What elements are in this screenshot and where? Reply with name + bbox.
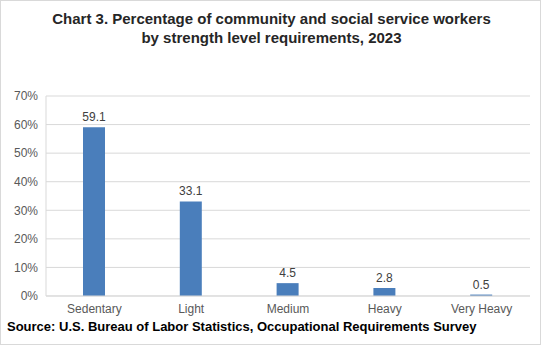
svg-text:60%: 60% xyxy=(14,118,38,132)
svg-text:50%: 50% xyxy=(14,146,38,160)
html-text:Chart 3. Percentage of communi: Chart 3. Percentage of community and soc… xyxy=(52,10,491,27)
html-text:by strength level requirements: by strength level requirements, 2023 xyxy=(141,29,402,46)
svg-text:Very Heavy: Very Heavy xyxy=(451,302,512,316)
svg-text:Heavy: Heavy xyxy=(368,302,402,316)
svg-text:Light: Light xyxy=(178,302,205,316)
svg-text:70%: 70% xyxy=(14,89,38,103)
svg-text:59.1: 59.1 xyxy=(82,110,106,124)
svg-text:0.5: 0.5 xyxy=(473,278,490,292)
svg-text:20%: 20% xyxy=(14,232,38,246)
svg-text:33.1: 33.1 xyxy=(179,184,203,198)
svg-text:4.5: 4.5 xyxy=(279,266,296,280)
svg-text:40%: 40% xyxy=(14,175,38,189)
svg-text:0%: 0% xyxy=(21,289,39,303)
svg-text:Sedentary: Sedentary xyxy=(67,302,122,316)
svg-text:Medium: Medium xyxy=(267,302,310,316)
svg-text:10%: 10% xyxy=(14,261,38,275)
html-text:Source: U.S. Bureau of Labor S: Source: U.S. Bureau of Labor Statistics,… xyxy=(7,319,477,334)
svg-text:2.8: 2.8 xyxy=(376,271,393,285)
svg-text:30%: 30% xyxy=(14,204,38,218)
